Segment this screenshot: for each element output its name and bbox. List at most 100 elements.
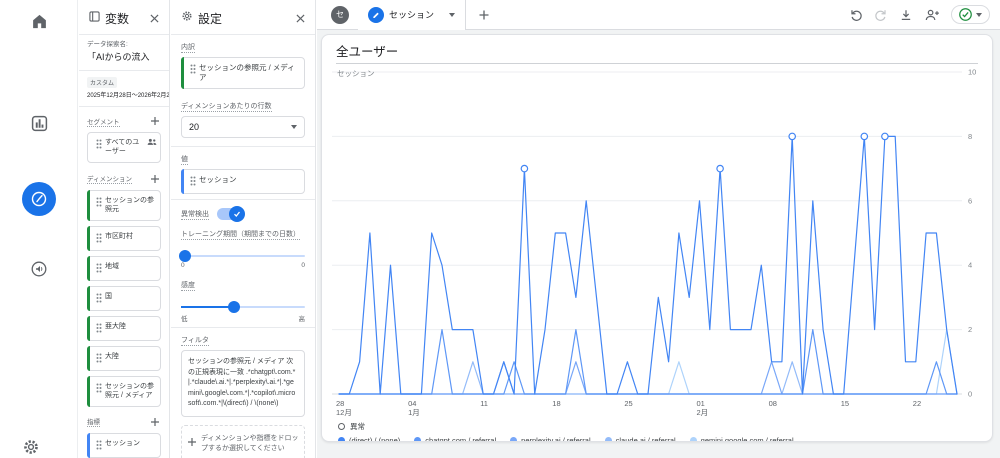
metrics-label: 指標 [87, 416, 100, 427]
dimension-chip[interactable]: 国 [87, 286, 161, 311]
svg-text:8: 8 [968, 132, 972, 141]
slider-thumb[interactable] [228, 301, 240, 313]
redo-icon[interactable] [874, 8, 888, 22]
training-period-label: トレーニング期間（期間までの日数） [181, 229, 300, 240]
chart-segment-title: 全ユーザー [336, 45, 398, 59]
chip-label: 亜大陸 [105, 322, 157, 331]
close-variables-icon[interactable] [148, 12, 161, 25]
drag-handle-icon [96, 233, 102, 245]
svg-text:18: 18 [552, 399, 560, 408]
saved-status-pill[interactable] [951, 5, 990, 24]
anomaly-marker [789, 133, 795, 139]
exploration-name-value[interactable]: 「AIからの流入 [87, 50, 161, 63]
download-icon[interactable] [899, 8, 913, 22]
sessions-line-chart[interactable]: 0246810セッション2812月041月111825012月081522 [322, 64, 993, 420]
svg-text:2: 2 [968, 325, 972, 334]
metrics-list: セッションエンゲージのあったセッション数エンゲージメント率 [87, 433, 161, 458]
admin-gear-icon[interactable] [22, 438, 48, 458]
explore-icon[interactable] [22, 182, 56, 216]
legend-item: gemini.google.com / referral [690, 436, 794, 442]
add-dimension-icon[interactable] [149, 173, 161, 185]
dimension-chip[interactable]: セッションの参照元 [87, 190, 161, 221]
chevron-down-icon[interactable] [449, 13, 455, 17]
filter-dropzone[interactable]: ディメンションや指標をドロップするか選択してください [181, 425, 305, 458]
add-segment-icon[interactable] [149, 115, 161, 127]
pencil-icon [368, 7, 384, 23]
reports-icon[interactable] [26, 110, 52, 136]
drag-handle-icon [96, 353, 102, 365]
snapshot-tab-badge[interactable]: セ [331, 6, 349, 24]
tab-toolbar: セ セッション [317, 0, 1000, 30]
svg-text:2月: 2月 [697, 408, 709, 417]
svg-text:1月: 1月 [408, 408, 420, 417]
filter-chip[interactable]: セッションの参照元 / メディア 次の正規表現に一致 .*chatgpt\.co… [181, 350, 305, 417]
y-axis-metric-label: セッション [337, 69, 375, 78]
chip-label: 国 [105, 292, 157, 301]
drag-handle-icon [96, 139, 102, 151]
anomaly-marker [717, 165, 723, 171]
svg-text:10: 10 [968, 68, 976, 77]
svg-text:12月: 12月 [336, 408, 352, 417]
undo-icon[interactable] [849, 8, 863, 22]
svg-text:4: 4 [968, 261, 972, 270]
segment-chip[interactable]: すべてのユーザー [87, 132, 161, 163]
drag-handle-icon [96, 293, 102, 305]
dimension-chip[interactable]: セッションの参照元 / メディア [87, 376, 161, 407]
chip-label: 大陸 [105, 352, 157, 361]
settings-title: 設定 [198, 10, 289, 27]
settings-panel: 設定 内訳 セッションの参照元 / メディア ディメンションあたりの行数 20 … [171, 0, 316, 458]
values-label: 値 [181, 154, 188, 165]
chevron-down-icon [291, 125, 297, 129]
chevron-down-icon [976, 13, 982, 17]
tab-label: セッション [389, 8, 434, 21]
variables-icon [89, 9, 100, 27]
values-chip[interactable]: セッション [181, 169, 305, 194]
legend-dot [338, 437, 345, 442]
dimension-chip[interactable]: 亜大陸 [87, 316, 161, 341]
training-max: 0 [301, 262, 305, 269]
legend-dot [690, 437, 697, 442]
drag-handle-icon [96, 323, 102, 335]
close-settings-icon[interactable] [294, 12, 307, 25]
date-range-selector[interactable]: 2025年12月28日～2026年2月26日 [87, 90, 161, 99]
drag-handle-icon [96, 440, 102, 452]
advertising-icon[interactable] [26, 256, 52, 282]
svg-text:28: 28 [336, 399, 344, 408]
tab-sessions[interactable]: セッション [358, 0, 466, 30]
home-icon[interactable] [26, 8, 52, 34]
chip-label: セッションの参照元 / メディア [199, 63, 301, 83]
dimension-chip[interactable]: 市区町村 [87, 226, 161, 251]
rows-per-dimension-label: ディメンションあたりの行数 [181, 101, 272, 112]
chart-canvas: 全ユーザー 0246810セッション2812月041月111825012月081… [317, 30, 1000, 458]
legend-dot [510, 437, 517, 442]
add-tab-button[interactable] [478, 9, 490, 21]
chip-label: セッションの参照元 [105, 196, 157, 215]
svg-text:0: 0 [968, 390, 972, 399]
dimension-chip[interactable]: 地域 [87, 256, 161, 281]
sensitivity-slider[interactable] [181, 301, 305, 313]
segments-label: セグメント [87, 116, 120, 127]
series-legend: (direct) / (none)chatgpt.com / referralp… [338, 436, 992, 442]
share-person-add-icon[interactable] [924, 8, 940, 22]
main-area: セ セッション [317, 0, 1000, 458]
rows-per-dimension-select[interactable]: 20 [181, 116, 305, 138]
chip-label: 地域 [105, 262, 157, 271]
date-range-value: 2025年12月28日～2026年2月26日 [87, 90, 170, 99]
add-metric-icon[interactable] [149, 416, 161, 428]
filter-label: フィルタ [181, 335, 209, 346]
chip-label: すべてのユーザー [105, 138, 144, 157]
legend-label: perplexity.ai / referral [521, 436, 590, 442]
svg-text:04: 04 [408, 399, 416, 408]
anomaly-detection-toggle[interactable] [217, 208, 243, 220]
dimension-chip[interactable]: 大陸 [87, 346, 161, 371]
breakdown-chip[interactable]: セッションの参照元 / メディア [181, 57, 305, 89]
drop-hint: ディメンションや指標をドロップするか選択してください [201, 434, 299, 455]
legend-item: perplexity.ai / referral [510, 436, 590, 442]
legend-dot [605, 437, 612, 442]
anomaly-marker [521, 165, 527, 171]
metric-chip[interactable]: セッション [87, 433, 161, 458]
training-period-slider[interactable] [181, 250, 305, 262]
anomaly-marker-icon [338, 423, 345, 430]
rows-per-dimension-value: 20 [189, 122, 199, 132]
slider-thumb[interactable] [179, 250, 191, 262]
